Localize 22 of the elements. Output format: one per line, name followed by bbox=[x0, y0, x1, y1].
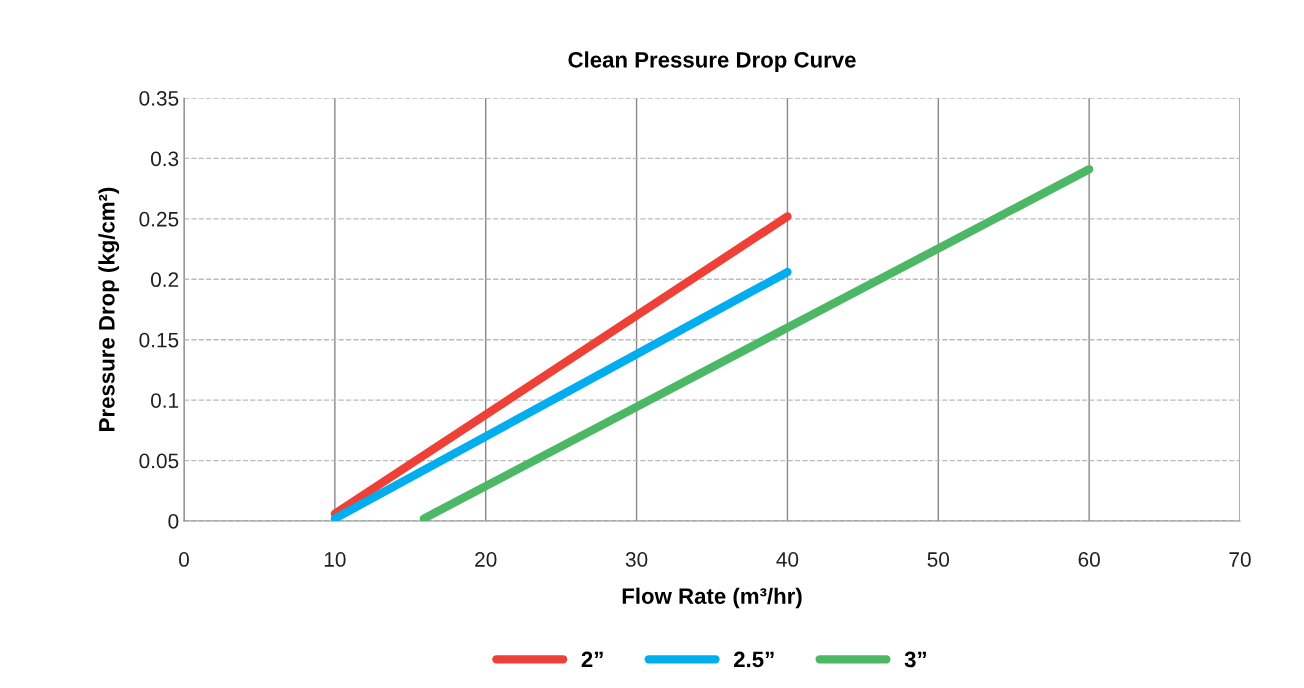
chart-title: Clean Pressure Drop Curve bbox=[568, 51, 856, 73]
x-tick-label: 20 bbox=[475, 552, 497, 567]
x-tick-label: 30 bbox=[625, 552, 648, 567]
x-tick-label: 0 bbox=[179, 552, 189, 567]
legend-label: 2” bbox=[581, 651, 603, 668]
legend-label: 3” bbox=[904, 651, 926, 668]
y-tick-label: 0.1 bbox=[150, 393, 179, 408]
x-axis-title: Flow Rate (m³/hr) bbox=[622, 587, 802, 609]
legend-label: 2.5” bbox=[733, 651, 774, 668]
y-tick-label: 0.05 bbox=[139, 453, 179, 469]
y-tick-label: 0.35 bbox=[139, 91, 179, 106]
y-tick-label: 0.2 bbox=[150, 272, 179, 288]
y-axis-title: Pressure Drop (kg/cm²) bbox=[98, 187, 120, 431]
y-tick-label: 0.25 bbox=[139, 211, 179, 227]
y-tick-label: 0.3 bbox=[150, 151, 179, 167]
x-tick-label: 50 bbox=[927, 552, 950, 567]
x-tick-label: 10 bbox=[324, 552, 346, 567]
y-tick-label: 0.15 bbox=[139, 332, 179, 348]
x-tick-label: 60 bbox=[1078, 552, 1100, 567]
x-tick-label: 40 bbox=[776, 552, 799, 567]
x-tick-label: 70 bbox=[1229, 552, 1251, 567]
y-tick-label: 0 bbox=[168, 514, 179, 529]
